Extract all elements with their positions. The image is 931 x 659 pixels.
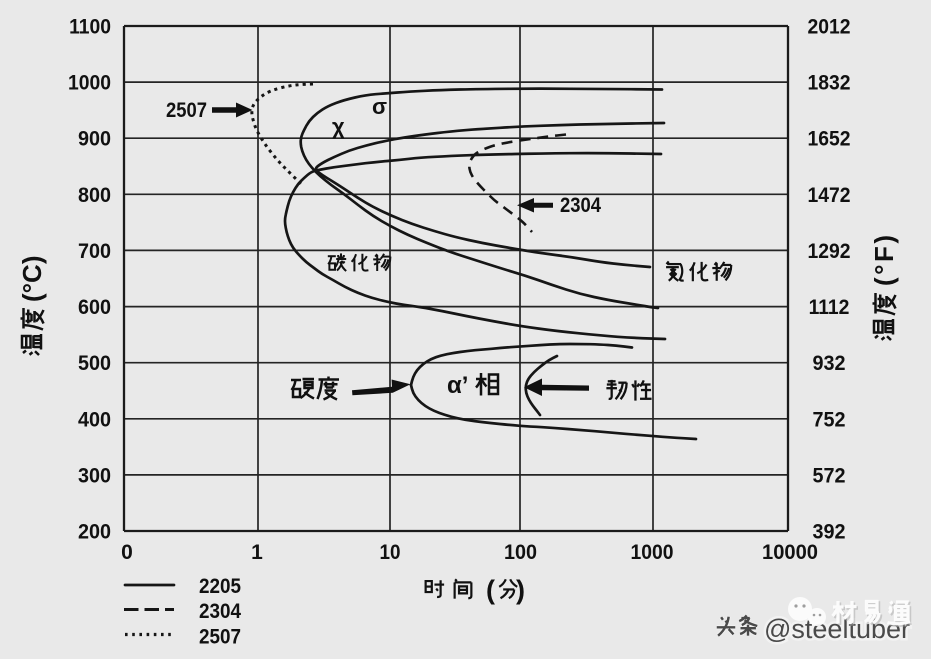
svg-text:1112: 1112 [809,296,850,319]
svg-text:1000: 1000 [68,72,111,95]
svg-text:10000: 10000 [762,541,818,564]
svg-text:χ: χ [332,114,345,139]
svg-text:1: 1 [251,541,263,564]
svg-text:1652: 1652 [808,128,851,151]
svg-text:2012: 2012 [808,16,851,39]
svg-text:1292: 1292 [808,240,851,263]
svg-text:752: 752 [812,409,845,432]
svg-text:100: 100 [504,542,537,565]
svg-text:2507: 2507 [166,99,207,122]
svg-text:(°F): (°F) [869,232,899,286]
svg-text:500: 500 [78,353,111,376]
svg-text:10: 10 [379,541,400,564]
svg-text:400: 400 [78,409,111,432]
svg-text:(: ( [486,575,495,605]
svg-text:300: 300 [78,465,111,488]
svg-text:200: 200 [78,521,111,544]
svg-text:1100: 1100 [69,16,111,39]
svg-text:σ: σ [372,94,387,119]
svg-text:0: 0 [121,541,133,564]
svg-text:α’: α’ [447,372,468,399]
svg-text:900: 900 [78,128,111,151]
svg-text:2507: 2507 [199,626,241,649]
svg-text:): ) [516,575,525,605]
svg-text:1472: 1472 [808,184,851,207]
svg-text:800: 800 [78,184,111,207]
svg-text:572: 572 [812,465,845,488]
svg-text:600: 600 [78,297,111,320]
svg-text:2205: 2205 [199,575,241,598]
svg-text:2304: 2304 [560,194,601,217]
svg-text:2304: 2304 [199,600,241,623]
svg-text:932: 932 [812,353,845,376]
svg-text:1832: 1832 [808,72,851,95]
svg-text:700: 700 [78,240,111,263]
svg-text:1000: 1000 [631,541,674,564]
svg-text:(°C): (°C) [17,256,47,303]
svg-text:392: 392 [812,521,845,544]
